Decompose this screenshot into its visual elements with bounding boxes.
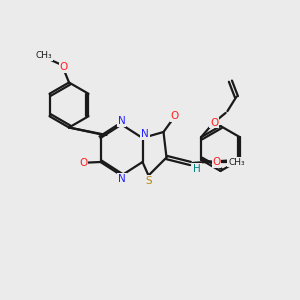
Text: H: H — [193, 164, 201, 174]
Text: N: N — [118, 174, 126, 184]
Text: CH₃: CH₃ — [228, 158, 245, 167]
Text: N: N — [141, 129, 149, 140]
Text: CH₃: CH₃ — [36, 51, 52, 60]
Text: S: S — [146, 176, 152, 186]
Text: O: O — [170, 111, 179, 122]
Text: O: O — [59, 62, 68, 73]
Text: N: N — [118, 116, 125, 126]
Text: O: O — [210, 118, 218, 128]
Text: O: O — [212, 157, 221, 167]
Text: O: O — [79, 158, 88, 168]
